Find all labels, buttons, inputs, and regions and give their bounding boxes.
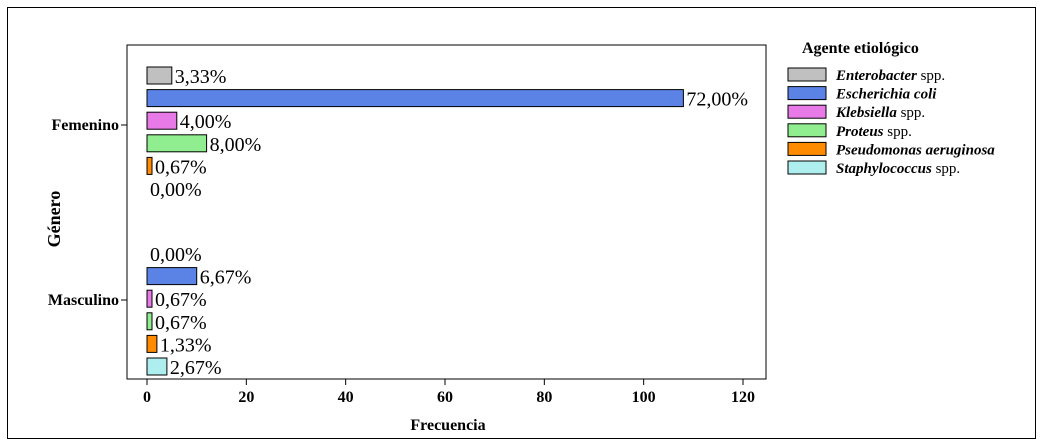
bar-masculino-2: [146, 267, 198, 286]
category-label-femenino: Femenino: [51, 117, 119, 134]
x-axis-label: Frecuencia: [410, 417, 485, 434]
bar-femenino-2: [146, 89, 684, 108]
legend-title: Agente etiológico: [802, 40, 919, 57]
legend-swatch: [787, 141, 827, 156]
bars-group: [146, 66, 684, 376]
data-label: 0,67%: [155, 312, 207, 334]
bar-labels-group: 3,33%72,00%4,00%8,00%0,67%0,00%0,00%6,67…: [150, 66, 748, 379]
x-tick-label: 100: [632, 389, 656, 406]
legend-entry-label: Pseudomonas aeruginosa: [836, 142, 995, 158]
bar-masculino-5: [146, 334, 158, 353]
bar-femenino-4: [146, 134, 208, 153]
category-labels: Femenino Masculino: [48, 117, 127, 309]
data-label: 72,00%: [686, 89, 748, 111]
figure-frame: [7, 7, 1036, 439]
bar-femenino-5: [146, 156, 153, 175]
x-tick-label: 20: [238, 389, 254, 406]
legend: Agente etiológico Enterobacter spp. Esche…: [787, 40, 995, 177]
legend-entry-label: Staphylococcus spp.: [836, 161, 960, 177]
x-axis-ticks: 0 20 40 60 80 100 120: [143, 379, 755, 406]
data-label: 6,67%: [200, 267, 252, 289]
y-axis-label: Género: [44, 191, 64, 248]
data-label: 0,67%: [155, 289, 207, 311]
legend-swatch: [787, 160, 827, 175]
data-label: 3,33%: [175, 66, 227, 88]
x-tick-label: 80: [536, 389, 552, 406]
plot-area: [126, 44, 767, 380]
data-label: 4,00%: [180, 111, 232, 133]
x-tick-label: 60: [437, 389, 453, 406]
legend-entry-label: Klebsiella spp.: [835, 105, 925, 121]
legend-entry-label: Escherichia coli: [835, 87, 937, 103]
data-label: 0,67%: [155, 156, 207, 178]
data-label: 8,00%: [210, 134, 262, 156]
x-tick-label: 120: [731, 389, 755, 406]
category-label-masculino: Masculino: [48, 292, 119, 309]
bar-masculino-6: [146, 357, 168, 376]
legend-entry-label: Enterobacter spp.: [835, 68, 945, 84]
data-label: 0,00%: [150, 244, 202, 266]
legend-swatch: [787, 104, 827, 119]
bar-femenino-3: [146, 111, 178, 130]
legend-swatch: [787, 67, 827, 82]
data-label: 2,67%: [170, 357, 222, 379]
bar-masculino-3: [146, 289, 153, 308]
legend-swatch: [787, 86, 827, 101]
x-tick-label: 40: [338, 389, 354, 406]
x-tick-label: 0: [143, 389, 151, 406]
data-label: 1,33%: [160, 334, 212, 356]
bar-femenino-1: [146, 66, 173, 85]
bar-masculino-4: [146, 312, 153, 331]
data-label: 0,00%: [150, 179, 202, 201]
legend-entry-label: Proteus spp.: [836, 124, 912, 140]
legend-swatch: [787, 123, 827, 138]
